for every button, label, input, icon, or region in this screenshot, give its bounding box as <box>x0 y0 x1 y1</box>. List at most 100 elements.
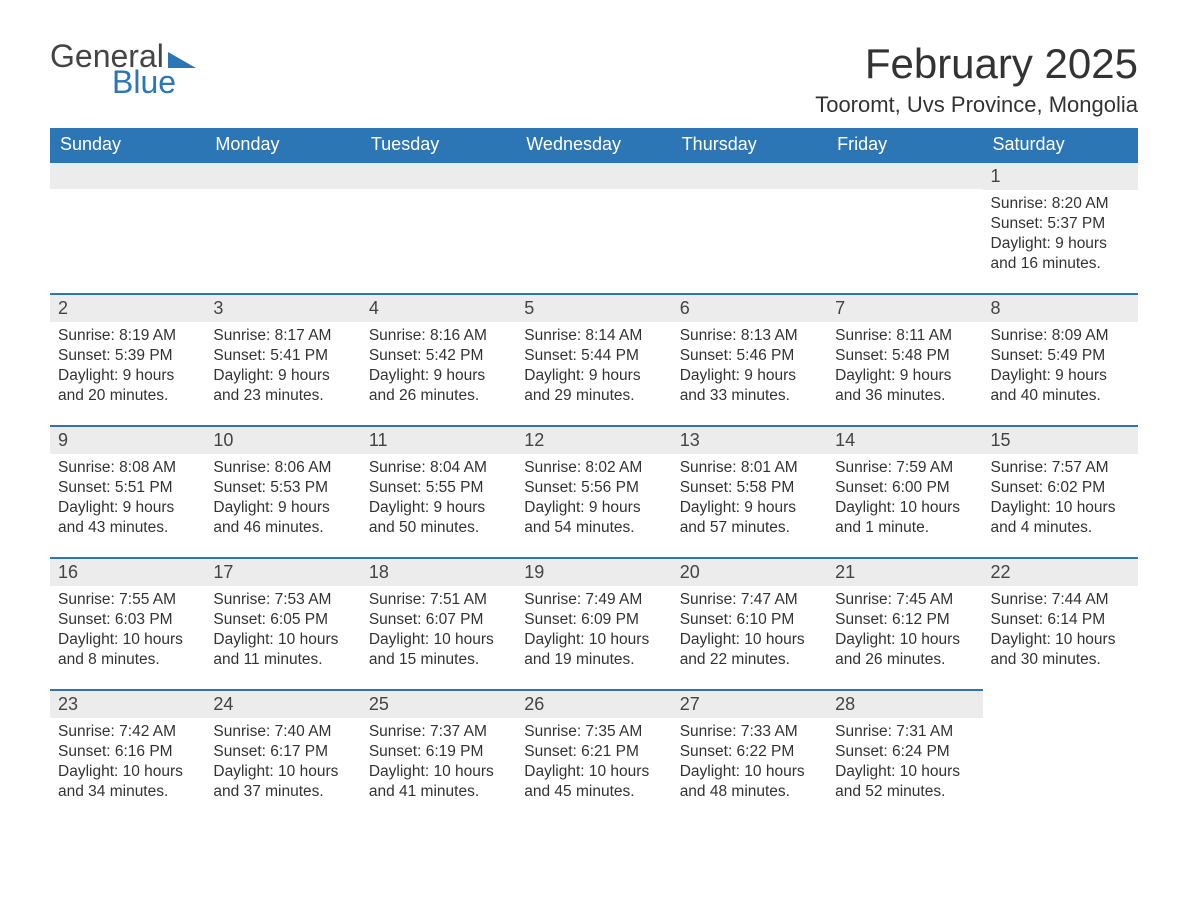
day-content: Sunrise: 7:55 AMSunset: 6:03 PMDaylight:… <box>50 586 205 679</box>
weekday-header: Wednesday <box>516 128 671 161</box>
empty-cell <box>205 161 360 293</box>
day-content: Sunrise: 8:01 AMSunset: 5:58 PMDaylight:… <box>672 454 827 547</box>
day-cell: 10Sunrise: 8:06 AMSunset: 5:53 PMDayligh… <box>205 425 360 557</box>
day-content: Sunrise: 8:20 AMSunset: 5:37 PMDaylight:… <box>983 190 1138 283</box>
day-cell: 28Sunrise: 7:31 AMSunset: 6:24 PMDayligh… <box>827 689 982 821</box>
brand-logo: General Blue <box>50 40 196 98</box>
day-cell: 26Sunrise: 7:35 AMSunset: 6:21 PMDayligh… <box>516 689 671 821</box>
day-cell: 13Sunrise: 8:01 AMSunset: 5:58 PMDayligh… <box>672 425 827 557</box>
day-content: Sunrise: 8:04 AMSunset: 5:55 PMDaylight:… <box>361 454 516 547</box>
day-content: Sunrise: 7:47 AMSunset: 6:10 PMDaylight:… <box>672 586 827 679</box>
weekday-header-row: SundayMondayTuesdayWednesdayThursdayFrid… <box>50 128 1138 161</box>
day-cell: 3Sunrise: 8:17 AMSunset: 5:41 PMDaylight… <box>205 293 360 425</box>
day-content: Sunrise: 7:42 AMSunset: 6:16 PMDaylight:… <box>50 718 205 811</box>
day-content: Sunrise: 8:06 AMSunset: 5:53 PMDaylight:… <box>205 454 360 547</box>
day-number: 3 <box>205 293 360 322</box>
day-number: 9 <box>50 425 205 454</box>
day-content: Sunrise: 7:57 AMSunset: 6:02 PMDaylight:… <box>983 454 1138 547</box>
day-cell: 14Sunrise: 7:59 AMSunset: 6:00 PMDayligh… <box>827 425 982 557</box>
weekday-header: Tuesday <box>361 128 516 161</box>
day-cell: 25Sunrise: 7:37 AMSunset: 6:19 PMDayligh… <box>361 689 516 821</box>
day-number: 22 <box>983 557 1138 586</box>
empty-cell <box>361 161 516 293</box>
weekday-header: Monday <box>205 128 360 161</box>
calendar-row: 16Sunrise: 7:55 AMSunset: 6:03 PMDayligh… <box>50 557 1138 689</box>
calendar-row: 2Sunrise: 8:19 AMSunset: 5:39 PMDaylight… <box>50 293 1138 425</box>
empty-day-bar <box>672 161 827 189</box>
day-number: 4 <box>361 293 516 322</box>
day-cell: 9Sunrise: 8:08 AMSunset: 5:51 PMDaylight… <box>50 425 205 557</box>
empty-day-bar <box>516 161 671 189</box>
weekday-header: Friday <box>827 128 982 161</box>
day-cell: 12Sunrise: 8:02 AMSunset: 5:56 PMDayligh… <box>516 425 671 557</box>
weekday-header: Sunday <box>50 128 205 161</box>
day-content: Sunrise: 7:31 AMSunset: 6:24 PMDaylight:… <box>827 718 982 811</box>
weekday-header: Saturday <box>983 128 1138 161</box>
day-number: 2 <box>50 293 205 322</box>
day-number: 16 <box>50 557 205 586</box>
day-cell: 8Sunrise: 8:09 AMSunset: 5:49 PMDaylight… <box>983 293 1138 425</box>
day-cell: 20Sunrise: 7:47 AMSunset: 6:10 PMDayligh… <box>672 557 827 689</box>
day-number: 10 <box>205 425 360 454</box>
calendar-row: 1Sunrise: 8:20 AMSunset: 5:37 PMDaylight… <box>50 161 1138 293</box>
title-block: February 2025 Tooromt, Uvs Province, Mon… <box>815 40 1138 118</box>
day-content: Sunrise: 7:33 AMSunset: 6:22 PMDaylight:… <box>672 718 827 811</box>
day-content: Sunrise: 7:51 AMSunset: 6:07 PMDaylight:… <box>361 586 516 679</box>
day-content: Sunrise: 8:14 AMSunset: 5:44 PMDaylight:… <box>516 322 671 415</box>
day-content: Sunrise: 7:59 AMSunset: 6:00 PMDaylight:… <box>827 454 982 547</box>
day-number: 25 <box>361 689 516 718</box>
day-content: Sunrise: 7:53 AMSunset: 6:05 PMDaylight:… <box>205 586 360 679</box>
day-content: Sunrise: 8:16 AMSunset: 5:42 PMDaylight:… <box>361 322 516 415</box>
day-number: 21 <box>827 557 982 586</box>
day-number: 18 <box>361 557 516 586</box>
day-number: 13 <box>672 425 827 454</box>
day-content: Sunrise: 7:44 AMSunset: 6:14 PMDaylight:… <box>983 586 1138 679</box>
empty-day-bar <box>50 161 205 189</box>
day-cell: 23Sunrise: 7:42 AMSunset: 6:16 PMDayligh… <box>50 689 205 821</box>
day-cell: 2Sunrise: 8:19 AMSunset: 5:39 PMDaylight… <box>50 293 205 425</box>
day-number: 5 <box>516 293 671 322</box>
day-cell: 11Sunrise: 8:04 AMSunset: 5:55 PMDayligh… <box>361 425 516 557</box>
day-number: 20 <box>672 557 827 586</box>
calendar-row: 9Sunrise: 8:08 AMSunset: 5:51 PMDaylight… <box>50 425 1138 557</box>
day-cell: 24Sunrise: 7:40 AMSunset: 6:17 PMDayligh… <box>205 689 360 821</box>
day-content: Sunrise: 8:13 AMSunset: 5:46 PMDaylight:… <box>672 322 827 415</box>
empty-cell <box>50 161 205 293</box>
day-number: 24 <box>205 689 360 718</box>
day-number: 23 <box>50 689 205 718</box>
day-content: Sunrise: 8:19 AMSunset: 5:39 PMDaylight:… <box>50 322 205 415</box>
day-content: Sunrise: 7:35 AMSunset: 6:21 PMDaylight:… <box>516 718 671 811</box>
day-number: 19 <box>516 557 671 586</box>
empty-cell <box>672 161 827 293</box>
day-cell: 18Sunrise: 7:51 AMSunset: 6:07 PMDayligh… <box>361 557 516 689</box>
day-content: Sunrise: 8:17 AMSunset: 5:41 PMDaylight:… <box>205 322 360 415</box>
day-content: Sunrise: 7:40 AMSunset: 6:17 PMDaylight:… <box>205 718 360 811</box>
day-cell: 15Sunrise: 7:57 AMSunset: 6:02 PMDayligh… <box>983 425 1138 557</box>
day-number: 1 <box>983 161 1138 190</box>
empty-day-bar <box>361 161 516 189</box>
day-content: Sunrise: 7:45 AMSunset: 6:12 PMDaylight:… <box>827 586 982 679</box>
page-header: General Blue February 2025 Tooromt, Uvs … <box>50 40 1138 118</box>
day-cell: 4Sunrise: 8:16 AMSunset: 5:42 PMDaylight… <box>361 293 516 425</box>
day-cell: 22Sunrise: 7:44 AMSunset: 6:14 PMDayligh… <box>983 557 1138 689</box>
day-cell: 16Sunrise: 7:55 AMSunset: 6:03 PMDayligh… <box>50 557 205 689</box>
empty-cell <box>827 161 982 293</box>
day-content: Sunrise: 7:49 AMSunset: 6:09 PMDaylight:… <box>516 586 671 679</box>
day-number: 11 <box>361 425 516 454</box>
day-cell: 27Sunrise: 7:33 AMSunset: 6:22 PMDayligh… <box>672 689 827 821</box>
day-number: 7 <box>827 293 982 322</box>
empty-cell <box>983 689 1138 821</box>
empty-day-bar <box>827 161 982 189</box>
day-cell: 21Sunrise: 7:45 AMSunset: 6:12 PMDayligh… <box>827 557 982 689</box>
empty-cell <box>516 161 671 293</box>
day-content: Sunrise: 7:37 AMSunset: 6:19 PMDaylight:… <box>361 718 516 811</box>
empty-day-bar <box>205 161 360 189</box>
calendar-table: SundayMondayTuesdayWednesdayThursdayFrid… <box>50 128 1138 821</box>
day-content: Sunrise: 8:09 AMSunset: 5:49 PMDaylight:… <box>983 322 1138 415</box>
day-cell: 19Sunrise: 7:49 AMSunset: 6:09 PMDayligh… <box>516 557 671 689</box>
day-number: 15 <box>983 425 1138 454</box>
day-cell: 7Sunrise: 8:11 AMSunset: 5:48 PMDaylight… <box>827 293 982 425</box>
day-cell: 17Sunrise: 7:53 AMSunset: 6:05 PMDayligh… <box>205 557 360 689</box>
day-number: 8 <box>983 293 1138 322</box>
weekday-header: Thursday <box>672 128 827 161</box>
